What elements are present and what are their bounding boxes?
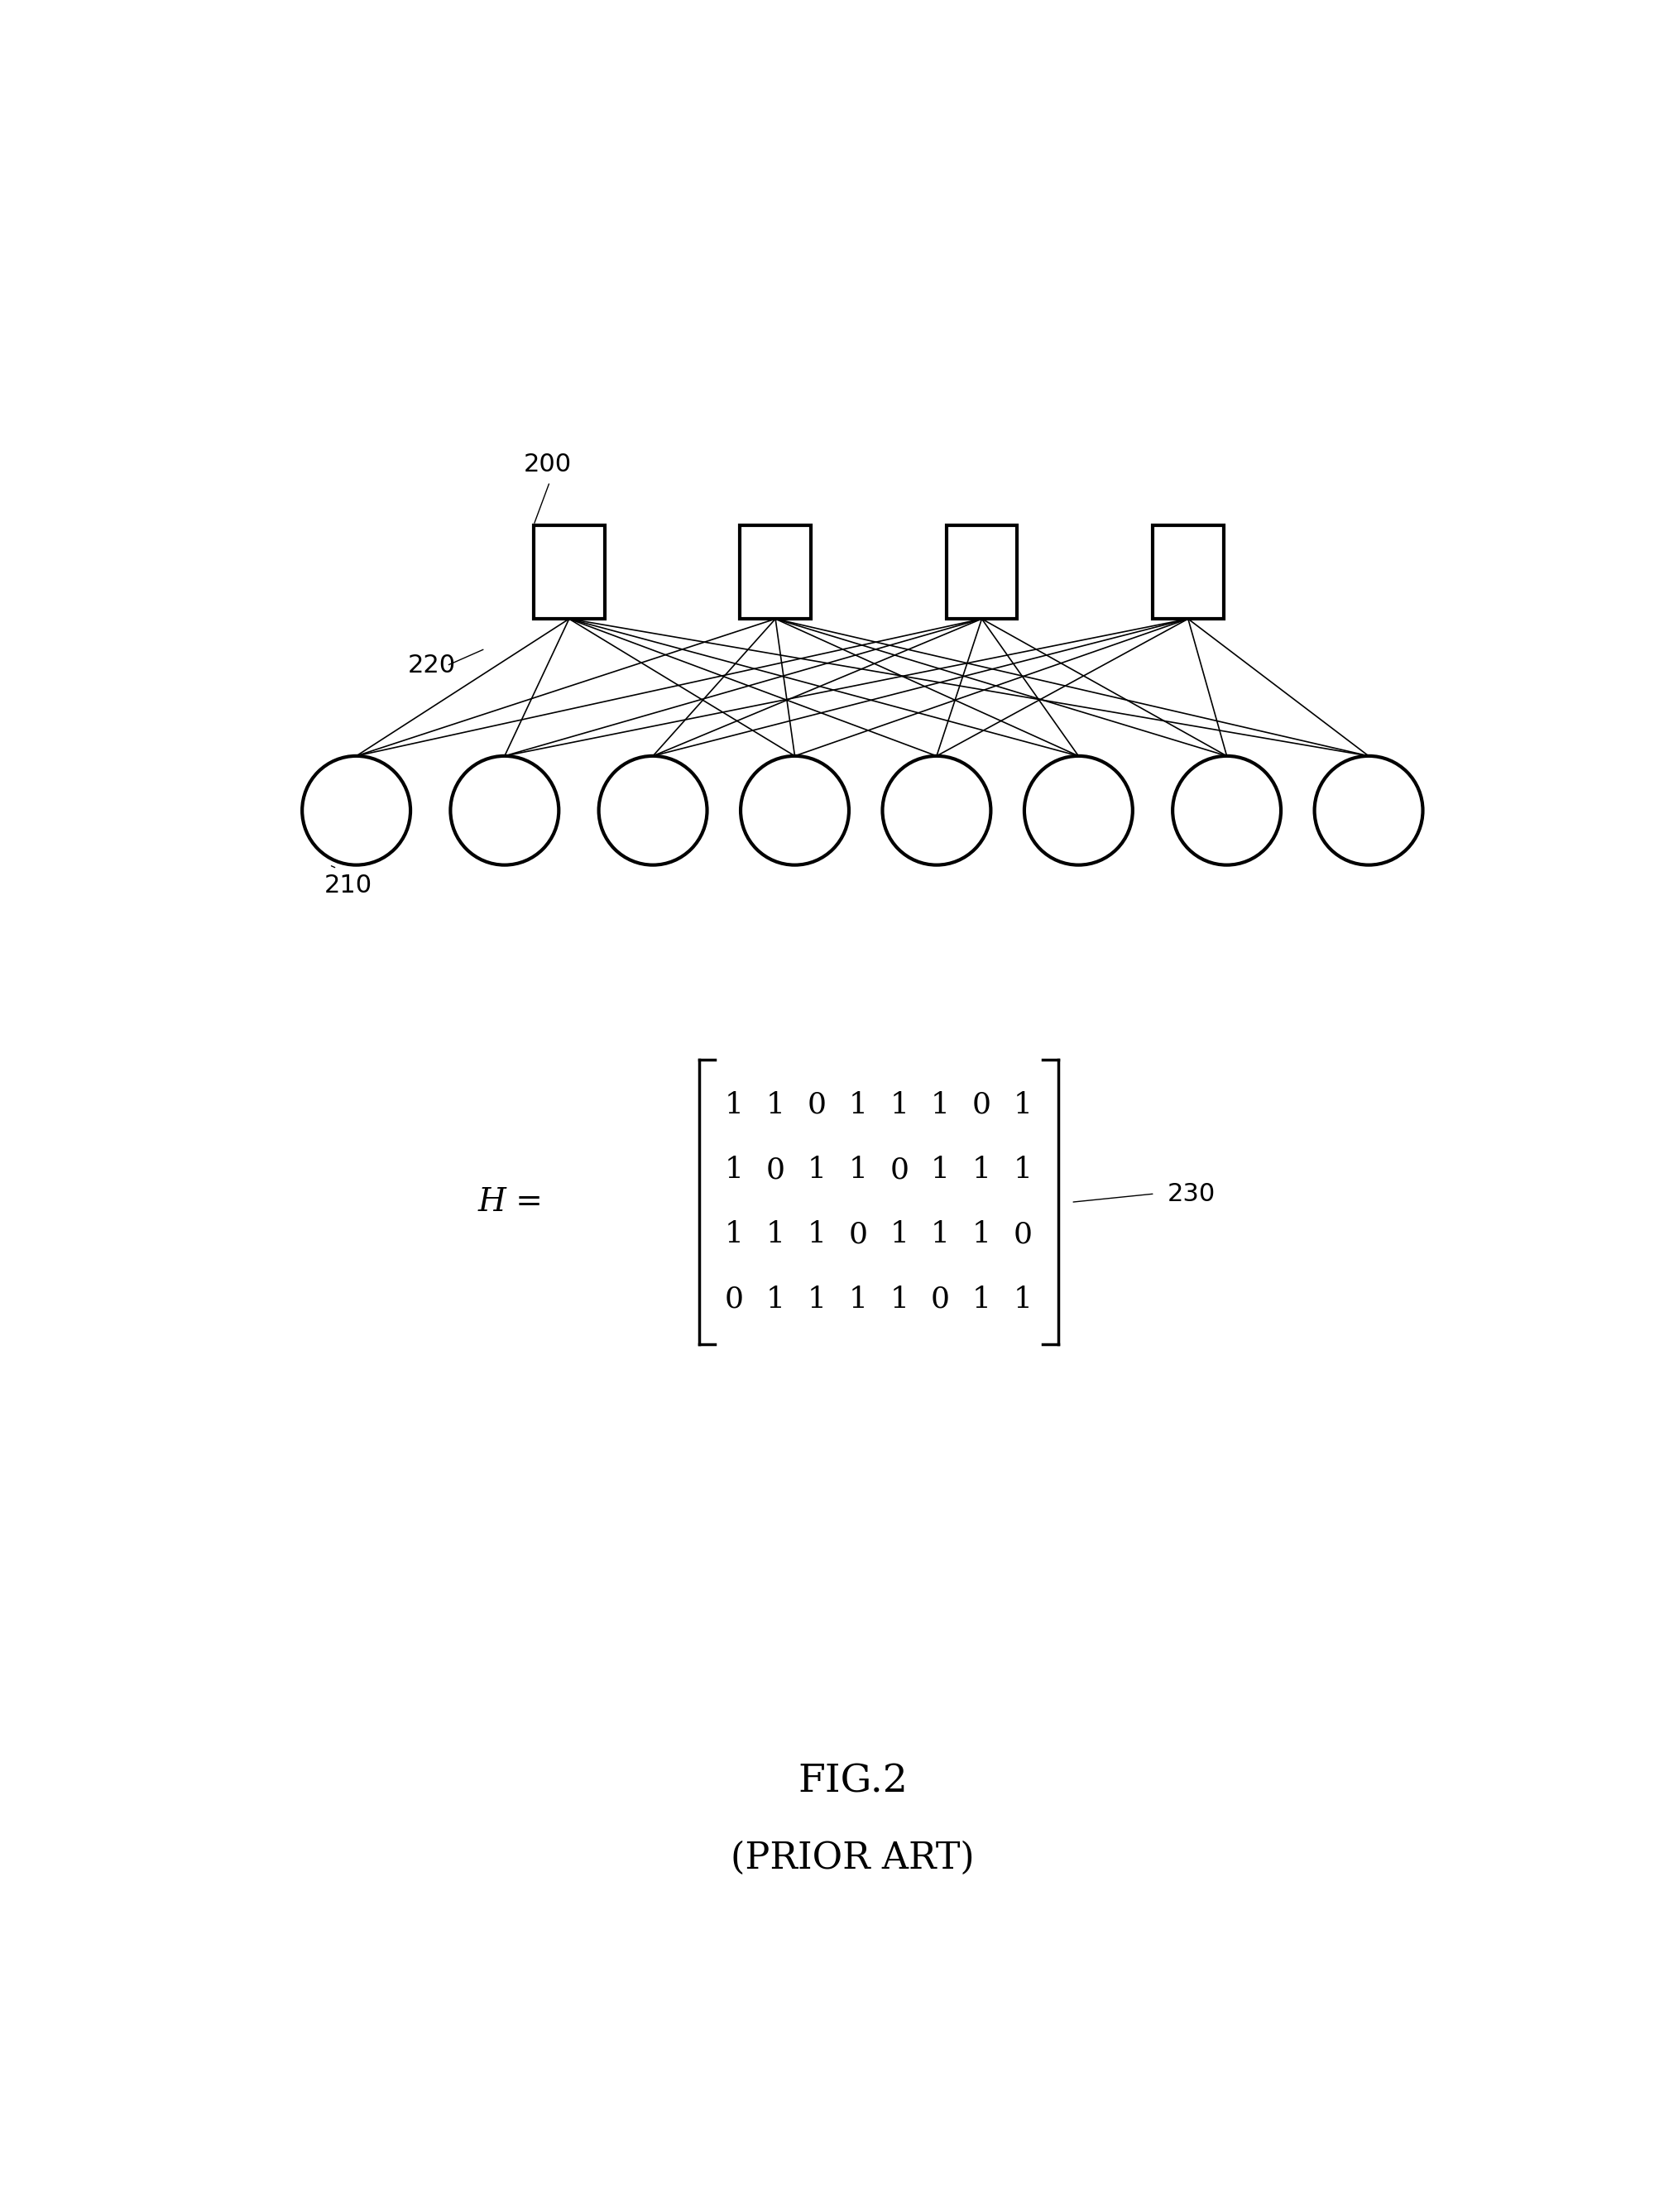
Text: H =: H =	[478, 1188, 542, 1217]
Text: 200: 200	[524, 453, 572, 476]
Text: 0: 0	[807, 1091, 827, 1119]
Text: 1: 1	[849, 1157, 867, 1183]
Ellipse shape	[303, 757, 411, 865]
Bar	[534, 524, 604, 619]
Text: 1: 1	[765, 1285, 785, 1314]
Text: 1: 1	[724, 1157, 744, 1183]
Ellipse shape	[1315, 757, 1423, 865]
Text: 220: 220	[408, 655, 456, 677]
Bar	[1153, 524, 1223, 619]
Text: 1: 1	[1013, 1285, 1033, 1314]
Ellipse shape	[1025, 757, 1133, 865]
Text: 0: 0	[890, 1157, 909, 1183]
Text: 1: 1	[849, 1091, 867, 1119]
Text: (PRIOR ART): (PRIOR ART)	[730, 1840, 975, 1876]
Text: 1: 1	[724, 1221, 744, 1248]
Bar	[740, 524, 810, 619]
Text: 1: 1	[972, 1157, 992, 1183]
Text: 1: 1	[890, 1285, 909, 1314]
Text: 0: 0	[930, 1285, 950, 1314]
Text: 0: 0	[849, 1221, 867, 1248]
Bar	[947, 524, 1017, 619]
Text: 1: 1	[1013, 1157, 1033, 1183]
Text: 1: 1	[972, 1285, 992, 1314]
Text: 1: 1	[765, 1221, 785, 1248]
Text: 1: 1	[890, 1091, 909, 1119]
Text: 0: 0	[972, 1091, 992, 1119]
Text: 1: 1	[807, 1157, 827, 1183]
Text: 1: 1	[765, 1091, 785, 1119]
Text: 1: 1	[890, 1221, 909, 1248]
Text: 1: 1	[930, 1157, 950, 1183]
Ellipse shape	[599, 757, 707, 865]
Ellipse shape	[740, 757, 849, 865]
Ellipse shape	[1173, 757, 1281, 865]
Text: FIG.2: FIG.2	[797, 1763, 909, 1801]
Text: 1: 1	[807, 1285, 827, 1314]
Text: 0: 0	[765, 1157, 785, 1183]
Text: 1: 1	[724, 1091, 744, 1119]
Text: 1: 1	[972, 1221, 992, 1248]
Ellipse shape	[451, 757, 559, 865]
Text: 0: 0	[724, 1285, 744, 1314]
Ellipse shape	[882, 757, 990, 865]
Text: 1: 1	[1013, 1091, 1033, 1119]
Text: 1: 1	[807, 1221, 827, 1248]
Text: 230: 230	[1168, 1181, 1216, 1206]
Text: 1: 1	[930, 1221, 950, 1248]
Text: 0: 0	[1013, 1221, 1033, 1248]
Text: 1: 1	[930, 1091, 950, 1119]
Text: 210: 210	[324, 874, 373, 898]
Text: 1: 1	[849, 1285, 867, 1314]
